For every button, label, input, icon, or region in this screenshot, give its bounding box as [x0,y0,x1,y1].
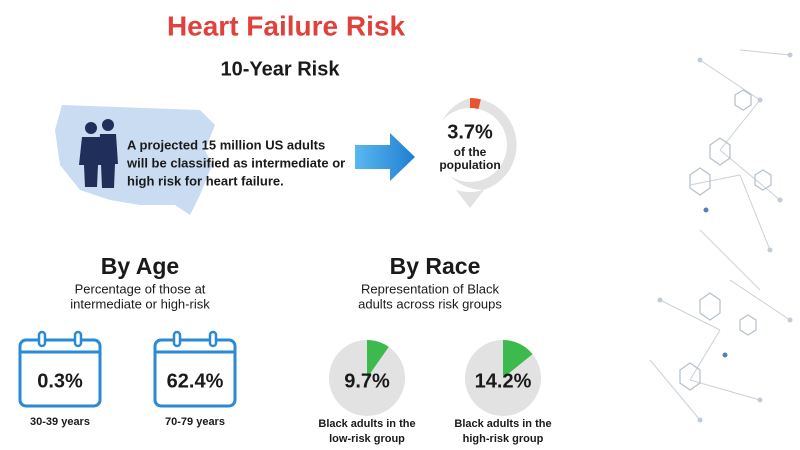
calendar-ring [172,330,182,348]
overview-text: will be classified as intermediate or [126,155,345,170]
race-value: 9.7% [344,370,390,392]
title: Heart Failure Risk [167,10,406,41]
population-arc [469,98,481,110]
calendar-ring [37,330,47,348]
age-subtitle: Percentage of those at [75,281,206,296]
population-value: 3.7% [447,121,493,143]
race-subtitle: Representation of Black [361,281,500,296]
us-map [55,105,215,215]
population-inner [433,108,507,182]
age-title: By Age [101,253,179,279]
race-title: By Race [390,253,481,279]
pie-wedge [503,340,533,378]
calendar [18,338,102,408]
overview-text: A projected 15 million US adults [127,137,325,152]
arrow [355,133,415,181]
molecule-decoration [649,49,793,423]
age-label: 30-39 years [30,416,90,428]
subtitle: 10-Year Risk [221,58,341,80]
race-caption: high-risk group [463,433,544,445]
race-value: 14.2% [475,370,532,392]
age-value: 62.4% [167,370,224,392]
age-value: 0.3% [37,370,83,392]
silhouettes [79,119,118,188]
age-label: 70-79 years [165,416,225,428]
age-subtitle: intermediate or high-risk [70,296,210,311]
population-caption: of the [454,145,487,159]
calendar-ring [73,330,83,348]
calendar [153,338,237,408]
race-subtitle: adults across risk groups [358,296,502,311]
population-caption: population [439,158,500,172]
overview-text: high risk for heart failure. [127,173,284,188]
race-caption: low-risk group [329,433,405,445]
race-caption: Black adults in the [318,418,415,430]
race-caption: Black adults in the [454,418,551,430]
calendar-ring [208,330,218,348]
pie-wedge [367,340,389,378]
